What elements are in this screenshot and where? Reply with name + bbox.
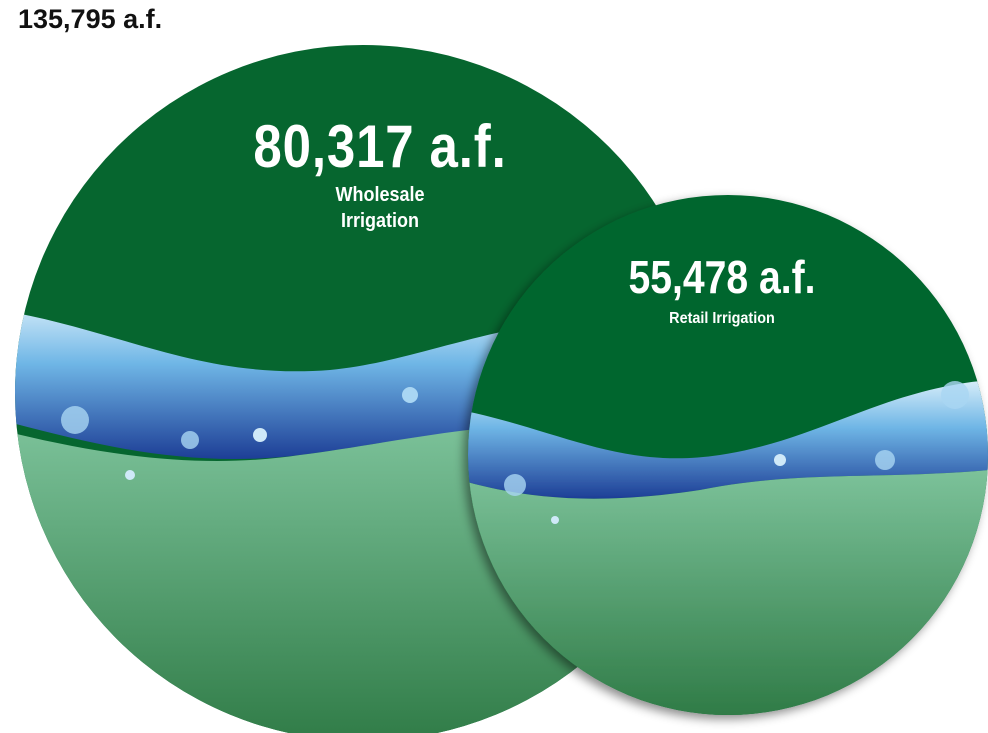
circle-label: Wholesale Irrigation [335,184,425,232]
circle-amount: 80,317 a.f. [253,113,507,180]
circle-label: Retail Irrigation [669,310,775,327]
small-circle [468,195,988,715]
total-amount: 135,795 a.f. [18,4,163,34]
circle-amount: 55,478 a.f. [628,251,816,303]
